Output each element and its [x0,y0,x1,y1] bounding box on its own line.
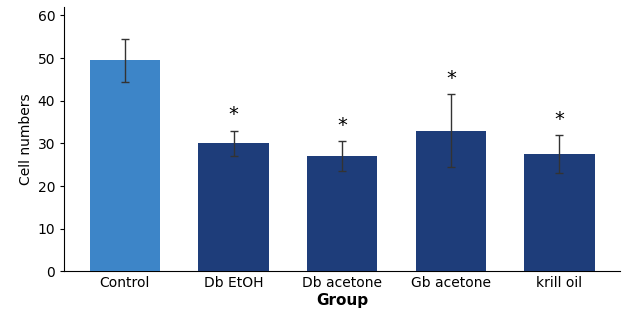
Bar [198,143,269,272]
Text: *: * [446,69,456,88]
Bar [524,154,595,272]
Text: *: * [229,105,238,124]
Text: *: * [554,110,564,129]
Bar [307,156,377,272]
Bar [90,60,160,272]
Text: *: * [337,116,347,135]
Y-axis label: Cell numbers: Cell numbers [19,93,33,185]
Bar [416,131,486,272]
X-axis label: Group: Group [316,293,368,308]
